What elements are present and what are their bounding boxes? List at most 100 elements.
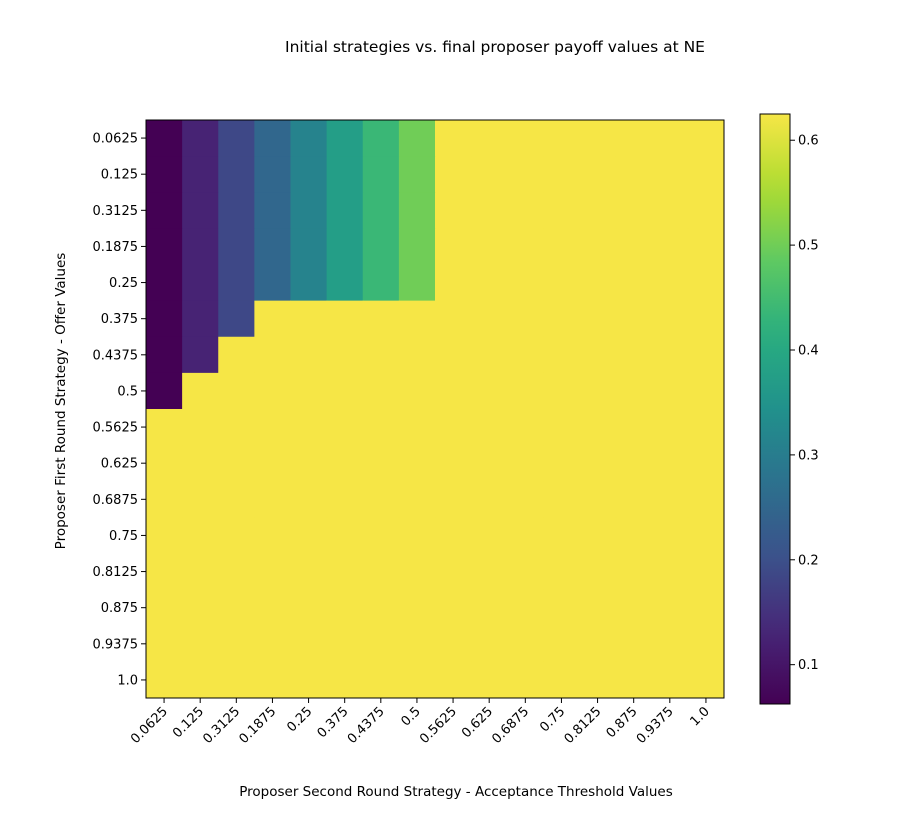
- heatmap-cell: [146, 589, 183, 627]
- heatmap-cell: [615, 625, 653, 663]
- heatmap-cell: [326, 661, 364, 699]
- heatmap-cell: [435, 264, 472, 302]
- heatmap-cell: [254, 192, 291, 229]
- heatmap-cell: [362, 553, 400, 591]
- heatmap-cell: [290, 228, 328, 265]
- heatmap-cell: [435, 625, 472, 663]
- heatmap-cell: [218, 300, 255, 338]
- heatmap-cell: [543, 372, 580, 410]
- heatmap-cell: [254, 156, 291, 193]
- y-tick-label: 0.4375: [93, 348, 139, 363]
- heatmap-cell: [146, 192, 183, 229]
- heatmap-cell: [435, 120, 472, 157]
- heatmap-cell: [362, 517, 400, 554]
- heatmap-cell: [651, 336, 689, 374]
- heatmap-cell: [687, 264, 725, 302]
- heatmap-cell: [435, 228, 472, 265]
- heatmap-cell: [651, 481, 689, 518]
- heatmap-cell: [182, 300, 219, 338]
- heatmap-cell: [398, 264, 436, 302]
- heatmap-cell: [326, 264, 364, 302]
- heatmap-cell: [543, 661, 580, 699]
- colorbar-tick-label: 0.5: [798, 239, 819, 254]
- heatmap-cell: [579, 553, 617, 591]
- x-tick-label: 0.0625: [128, 704, 171, 747]
- heatmap-cell: [362, 409, 400, 446]
- y-tick-label: 0.5: [117, 384, 138, 399]
- heatmap-cell: [182, 553, 219, 591]
- heatmap-cell: [507, 589, 544, 627]
- heatmap-cell: [254, 625, 291, 663]
- heatmap-cell: [326, 300, 364, 338]
- heatmap-cell: [543, 228, 580, 265]
- y-tick-label: 0.3125: [93, 204, 139, 219]
- heatmap-cell: [146, 228, 183, 265]
- y-tick-label: 0.1875: [93, 240, 139, 255]
- heatmap-cell: [615, 300, 653, 338]
- x-tick-label: 1.0: [688, 704, 713, 729]
- heatmap-cell: [471, 336, 508, 374]
- heatmap-cell: [579, 409, 617, 446]
- heatmap-cell: [254, 372, 291, 410]
- heatmap-cell: [146, 156, 183, 193]
- heatmap-cell: [471, 192, 508, 229]
- heatmap-cell: [615, 409, 653, 446]
- heatmap-cell: [290, 156, 328, 193]
- heatmap-cell: [326, 445, 364, 482]
- heatmap-cell: [398, 517, 436, 554]
- heatmap-cell: [218, 192, 255, 229]
- heatmap-cell: [543, 300, 580, 338]
- heatmap-cell: [398, 481, 436, 518]
- heatmap-cell: [579, 661, 617, 699]
- heatmap-cell: [579, 589, 617, 627]
- heatmap-cell: [687, 553, 725, 591]
- y-tick-label: 0.375: [101, 312, 138, 327]
- heatmap-cell: [218, 409, 255, 446]
- heatmap-cell: [651, 589, 689, 627]
- heatmap-cell: [687, 661, 725, 699]
- x-tick-label: 0.5: [399, 704, 424, 729]
- heatmap-cell: [146, 300, 183, 338]
- heatmap-cell: [651, 120, 689, 157]
- heatmap-cell: [218, 336, 255, 374]
- heatmap-cell: [579, 228, 617, 265]
- heatmap-cell: [326, 409, 364, 446]
- heatmap-cell: [290, 481, 328, 518]
- heatmap-cell: [471, 264, 508, 302]
- heatmap-cell: [362, 228, 400, 265]
- heatmap-cell: [507, 517, 544, 554]
- colorbar-tick-label: 0.3: [798, 448, 819, 463]
- heatmap-cell: [471, 120, 508, 157]
- heatmap-cell: [326, 372, 364, 410]
- heatmap-cell: [398, 445, 436, 482]
- heatmap-cell: [362, 300, 400, 338]
- y-tick-label: 0.8125: [93, 565, 139, 580]
- heatmap-cell: [471, 445, 508, 482]
- heatmap-cell: [471, 372, 508, 410]
- x-tick-label: 0.1875: [236, 704, 279, 747]
- heatmap-cell: [471, 409, 508, 446]
- heatmap-cell: [254, 661, 291, 699]
- colorbar-tick-label: 0.2: [798, 553, 819, 568]
- heatmap-cell: [182, 625, 219, 663]
- heatmap-cell: [543, 589, 580, 627]
- heatmap-cell: [398, 409, 436, 446]
- heatmap-cell: [579, 264, 617, 302]
- heatmap-cell: [543, 445, 580, 482]
- heatmap-cell: [218, 553, 255, 591]
- heatmap-cell: [326, 120, 364, 157]
- heatmap-cell: [615, 445, 653, 482]
- y-tick-label: 0.0625: [93, 132, 139, 147]
- x-tick-label: 0.75: [537, 704, 568, 735]
- heatmap-cell: [615, 553, 653, 591]
- heatmap-cell: [146, 661, 183, 699]
- heatmap-cell: [254, 228, 291, 265]
- heatmap-cell: [326, 517, 364, 554]
- heatmap-cell: [507, 409, 544, 446]
- heatmap-cell: [651, 228, 689, 265]
- heatmap-cell: [182, 264, 219, 302]
- heatmap-cell: [507, 120, 544, 157]
- heatmap-cell: [543, 517, 580, 554]
- heatmap-cell: [290, 264, 328, 302]
